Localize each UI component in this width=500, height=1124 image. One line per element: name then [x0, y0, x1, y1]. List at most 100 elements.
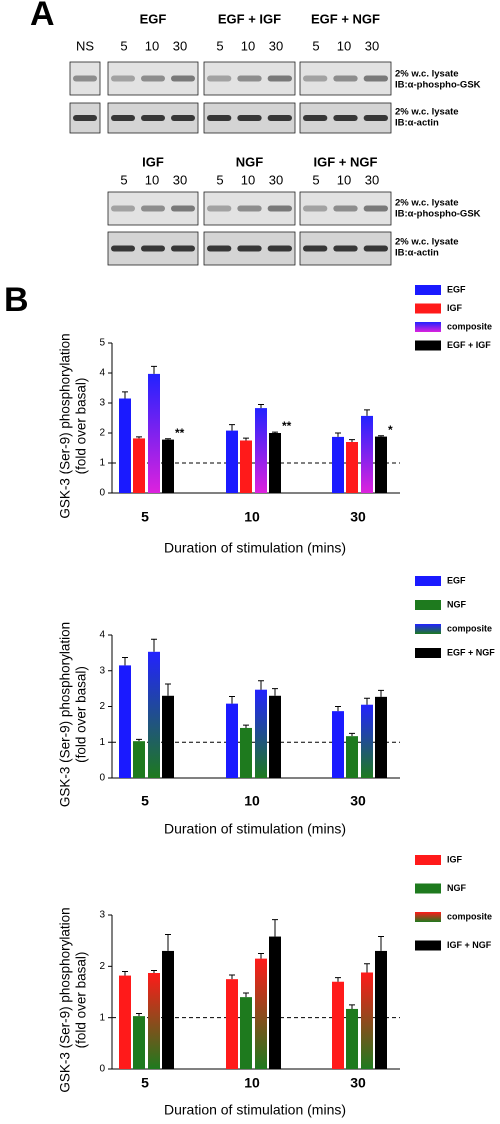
legend-swatch: [415, 600, 441, 610]
y-tick-label: 0: [99, 488, 105, 499]
error-bar: [349, 439, 355, 442]
blot-band: [141, 75, 165, 82]
bar: [119, 665, 131, 778]
blot-band: [267, 75, 292, 82]
error-bar: [258, 404, 264, 409]
significance-label: **: [282, 419, 292, 433]
blot-band: [363, 205, 388, 212]
x-axis-label: Duration of stimulation (mins): [164, 821, 346, 837]
error-bar: [349, 732, 355, 737]
blot-band: [141, 205, 165, 212]
blot-band: [207, 75, 232, 82]
error-bar: [335, 432, 341, 437]
legend-swatch: [415, 940, 441, 951]
blot-band: [237, 75, 262, 82]
bar: [375, 436, 387, 493]
error-bar: [378, 936, 384, 951]
bar: [133, 438, 145, 493]
blot-band: [171, 245, 195, 252]
bar: [148, 973, 160, 1069]
blot-band: [73, 115, 97, 121]
error-bar: [272, 919, 278, 937]
blot-band: [237, 245, 262, 252]
bar: [240, 727, 252, 778]
bar: [119, 975, 131, 1069]
blot-band: [207, 115, 232, 121]
blot-band: [141, 245, 165, 252]
legend-swatch: [415, 855, 441, 865]
legend-swatch: [415, 883, 441, 894]
x-tick-label: 10: [244, 793, 260, 809]
legend-swatch: [415, 624, 441, 634]
blot-band: [207, 245, 232, 252]
significance-label: **: [175, 426, 185, 440]
time-label: 30: [365, 38, 379, 53]
lane-header: EGF + NGF: [311, 11, 380, 26]
error-bar: [151, 638, 157, 652]
y-tick-label: 0: [99, 773, 105, 784]
time-label: 30: [269, 172, 283, 187]
time-label: 10: [337, 172, 351, 187]
blot-band: [237, 205, 262, 212]
error-bar: [229, 695, 235, 704]
blot-row-label: IB:α-phospho-GSK: [395, 209, 481, 220]
bar: [332, 436, 344, 493]
error-bar: [122, 657, 128, 666]
blot-row-label: 2% w.c. lysate: [395, 107, 459, 118]
y-axis-label: GSK-3 (Ser-9) phosphorylation: [58, 907, 73, 1092]
time-label: 5: [120, 172, 127, 187]
blot-band: [303, 115, 328, 121]
x-tick-label: 5: [141, 1075, 149, 1091]
bar: [240, 440, 252, 493]
x-tick-label: 30: [350, 509, 366, 525]
legend-label: composite: [447, 321, 492, 331]
bar: [148, 373, 160, 493]
time-label: 5: [216, 38, 223, 53]
time-label: 10: [145, 38, 159, 53]
legend-label: EGF + NGF: [447, 647, 495, 657]
lane-header: EGF: [140, 11, 167, 26]
y-axis-label: (fold over basal): [74, 666, 89, 763]
blot-band: [171, 115, 195, 121]
y-tick-label: 4: [99, 630, 105, 641]
error-bar: [378, 435, 384, 437]
legend-swatch: [415, 912, 441, 922]
bar: [162, 695, 174, 778]
time-label: 5: [312, 172, 319, 187]
time-label: 30: [173, 172, 187, 187]
blot-band: [73, 75, 97, 82]
error-bar: [122, 970, 128, 976]
bar: [255, 958, 267, 1069]
error-bar: [258, 953, 264, 959]
time-label: 30: [269, 38, 283, 53]
legend-label: IGF + NGF: [447, 940, 492, 950]
bar: [375, 950, 387, 1069]
bar: [361, 972, 373, 1069]
time-label: 5: [120, 38, 127, 53]
blot-band: [303, 205, 328, 212]
error-bar: [136, 1013, 142, 1017]
y-tick-label: 2: [99, 961, 105, 972]
error-bar: [335, 977, 341, 982]
blot-band: [303, 245, 328, 252]
lane-header: NS: [76, 38, 94, 53]
error-bar: [243, 724, 249, 728]
x-axis-label: Duration of stimulation (mins): [164, 540, 346, 556]
time-label: 10: [241, 38, 255, 53]
blot-band: [171, 75, 195, 82]
error-bar: [364, 409, 370, 416]
bar: [226, 979, 238, 1069]
legend-swatch: [415, 285, 441, 295]
error-bar: [243, 992, 249, 998]
y-tick-label: 3: [99, 398, 105, 409]
bar: [255, 689, 267, 778]
bar: [240, 997, 252, 1069]
bar: [226, 703, 238, 778]
legend-label: composite: [447, 623, 492, 633]
blot-band: [333, 245, 358, 252]
blot-band: [111, 245, 135, 252]
legend-label: EGF + IGF: [447, 340, 491, 350]
time-label: 10: [241, 172, 255, 187]
blot-band: [363, 115, 388, 121]
